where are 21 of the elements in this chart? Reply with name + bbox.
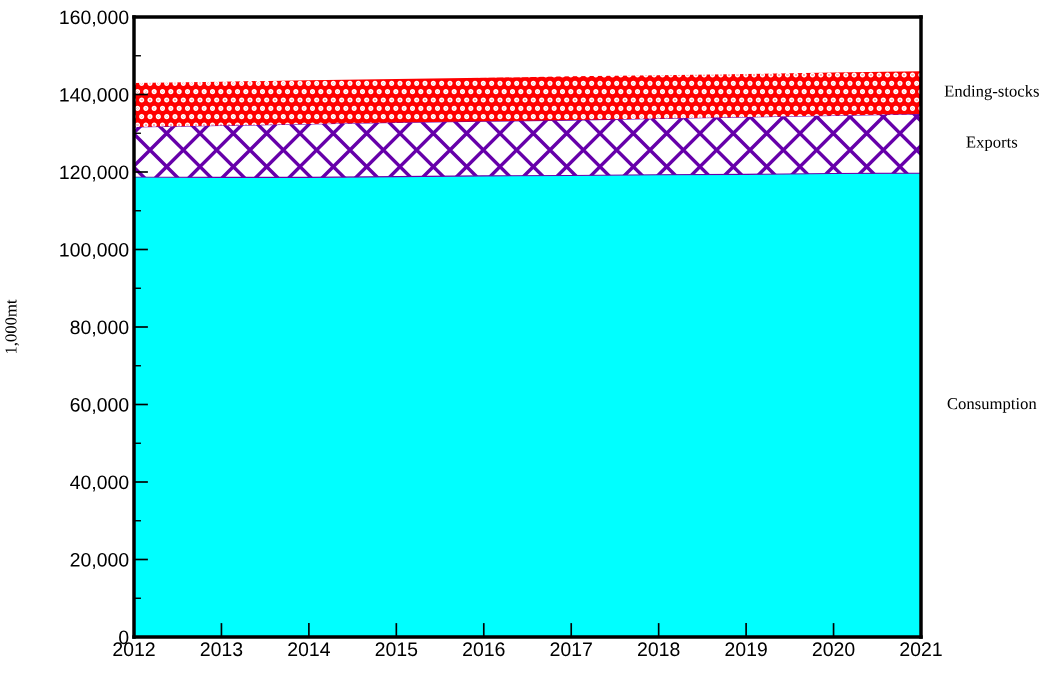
x-tick-label: 2019 xyxy=(725,642,767,657)
x-tick-label: 2020 xyxy=(812,642,855,657)
y-tick-label: 160,000 xyxy=(60,10,129,27)
x-tick-label: 2018 xyxy=(638,642,680,657)
series-label: Consumption xyxy=(947,398,1037,413)
x-tick-label: 2013 xyxy=(200,642,243,657)
x-tick-label: 2015 xyxy=(375,642,418,657)
x-tick-label: 2014 xyxy=(288,642,330,657)
y-tick-label: 20,000 xyxy=(70,552,129,570)
x-tick-label: 2016 xyxy=(463,642,505,657)
y-tick-label: 60,000 xyxy=(70,397,129,415)
y-axis-title: 1,000mt xyxy=(5,299,19,354)
x-tick-label: 2021 xyxy=(900,642,942,657)
series-label: Ending-stocks xyxy=(944,84,1039,101)
y-tick-label: 80,000 xyxy=(70,320,129,337)
y-tick-label: 140,000 xyxy=(60,87,129,105)
y-tick-label: 100,000 xyxy=(60,242,129,260)
y-tick-label: 40,000 xyxy=(70,475,129,492)
text: Exports xyxy=(966,136,1018,152)
y-tick-label: 120,000 xyxy=(60,165,129,182)
x-tick-label: 2017 xyxy=(550,642,592,657)
